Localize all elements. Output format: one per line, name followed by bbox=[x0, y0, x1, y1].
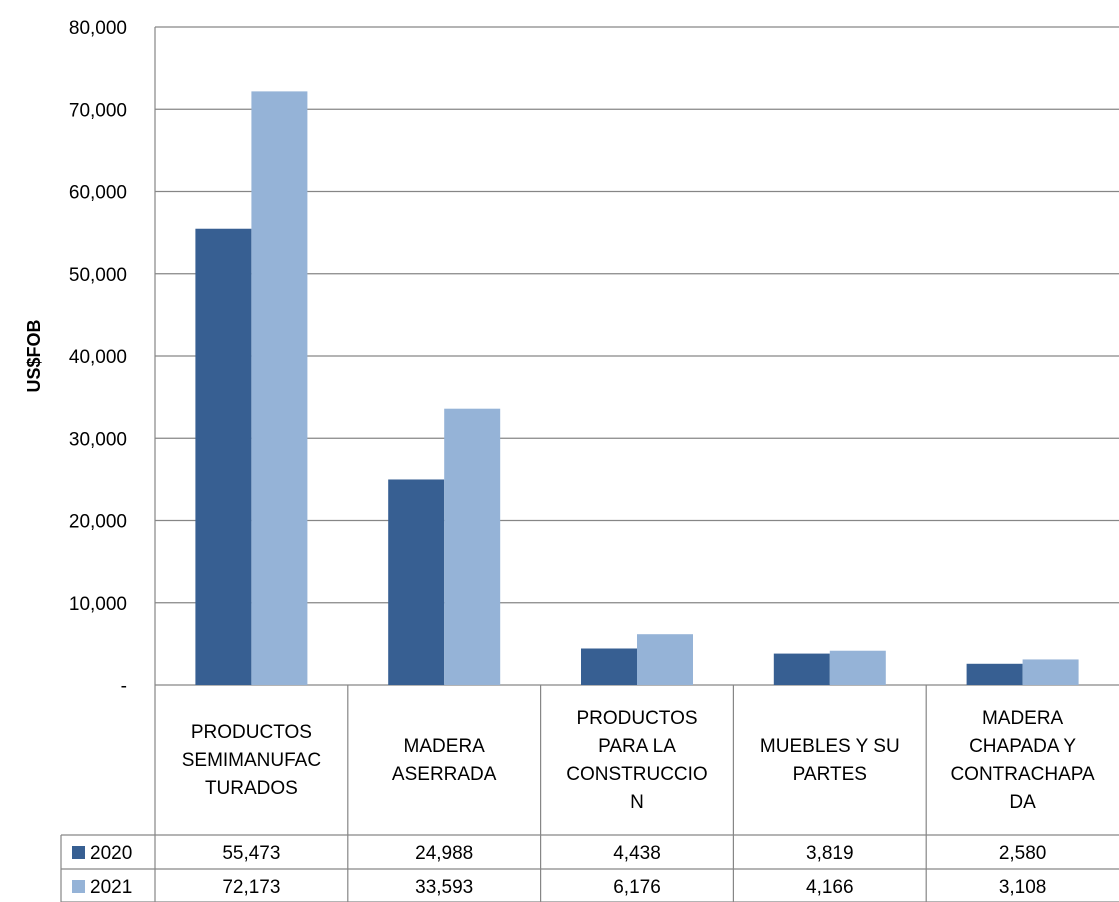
y-tick-label: 30,000 bbox=[69, 429, 127, 450]
table-value: 24,988 bbox=[415, 843, 473, 864]
y-tick-label: - bbox=[121, 676, 127, 697]
y-tick-label: 20,000 bbox=[69, 512, 127, 533]
category-label: PRODUCTOS bbox=[576, 708, 697, 729]
bar-2020-1 bbox=[388, 479, 445, 685]
y-tick-label: 80,000 bbox=[69, 18, 127, 39]
y-tick-label: 10,000 bbox=[69, 594, 127, 615]
category-label: CONTRACHAPA bbox=[950, 764, 1095, 785]
table-value: 3,108 bbox=[999, 877, 1047, 898]
legend-label: 2021 bbox=[90, 877, 132, 898]
table-value: 2,580 bbox=[999, 843, 1047, 864]
category-label: TURADOS bbox=[205, 778, 298, 799]
category-label: ASERRADA bbox=[392, 764, 497, 785]
y-tick-label: 50,000 bbox=[69, 265, 127, 286]
legend-key-2021 bbox=[72, 880, 85, 893]
table-value: 33,593 bbox=[415, 877, 473, 898]
bar-2021-4 bbox=[1022, 659, 1079, 685]
category-label: PRODUCTOS bbox=[191, 722, 312, 743]
category-label: CHAPADA Y bbox=[969, 736, 1076, 757]
table-value: 3,819 bbox=[806, 843, 854, 864]
bar-2020-4 bbox=[966, 663, 1023, 685]
table-value: 6,176 bbox=[613, 877, 661, 898]
category-label: MUEBLES Y SU bbox=[760, 736, 900, 757]
bar-2021-0 bbox=[251, 91, 308, 685]
y-tick-label: 40,000 bbox=[69, 347, 127, 368]
legend-key-2020 bbox=[72, 846, 85, 859]
bar-2020-3 bbox=[773, 653, 830, 685]
y-tick-label: 70,000 bbox=[69, 100, 127, 121]
category-label: N bbox=[630, 792, 644, 813]
table-value: 55,473 bbox=[222, 843, 280, 864]
bar-2020-2 bbox=[581, 648, 637, 685]
table-value: 72,173 bbox=[222, 877, 280, 898]
category-label: MADERA bbox=[982, 708, 1064, 729]
table-value: 4,438 bbox=[613, 843, 661, 864]
category-label: PARA LA bbox=[598, 736, 676, 757]
bar-2021-2 bbox=[637, 634, 693, 685]
category-label: CONSTRUCCIO bbox=[566, 764, 707, 785]
legend-label: 2020 bbox=[90, 843, 132, 864]
y-axis-title: US$FOB bbox=[24, 319, 44, 392]
bar-2021-3 bbox=[829, 650, 886, 685]
y-tick-label: 60,000 bbox=[69, 183, 127, 204]
bar-2020-0 bbox=[195, 228, 252, 686]
bar-2021-1 bbox=[444, 408, 501, 685]
category-label: SEMIMANUFAC bbox=[182, 750, 321, 771]
category-label: DA bbox=[1009, 792, 1036, 813]
table-value: 4,166 bbox=[806, 877, 854, 898]
category-label: PARTES bbox=[793, 764, 867, 785]
category-label: MADERA bbox=[404, 736, 486, 757]
